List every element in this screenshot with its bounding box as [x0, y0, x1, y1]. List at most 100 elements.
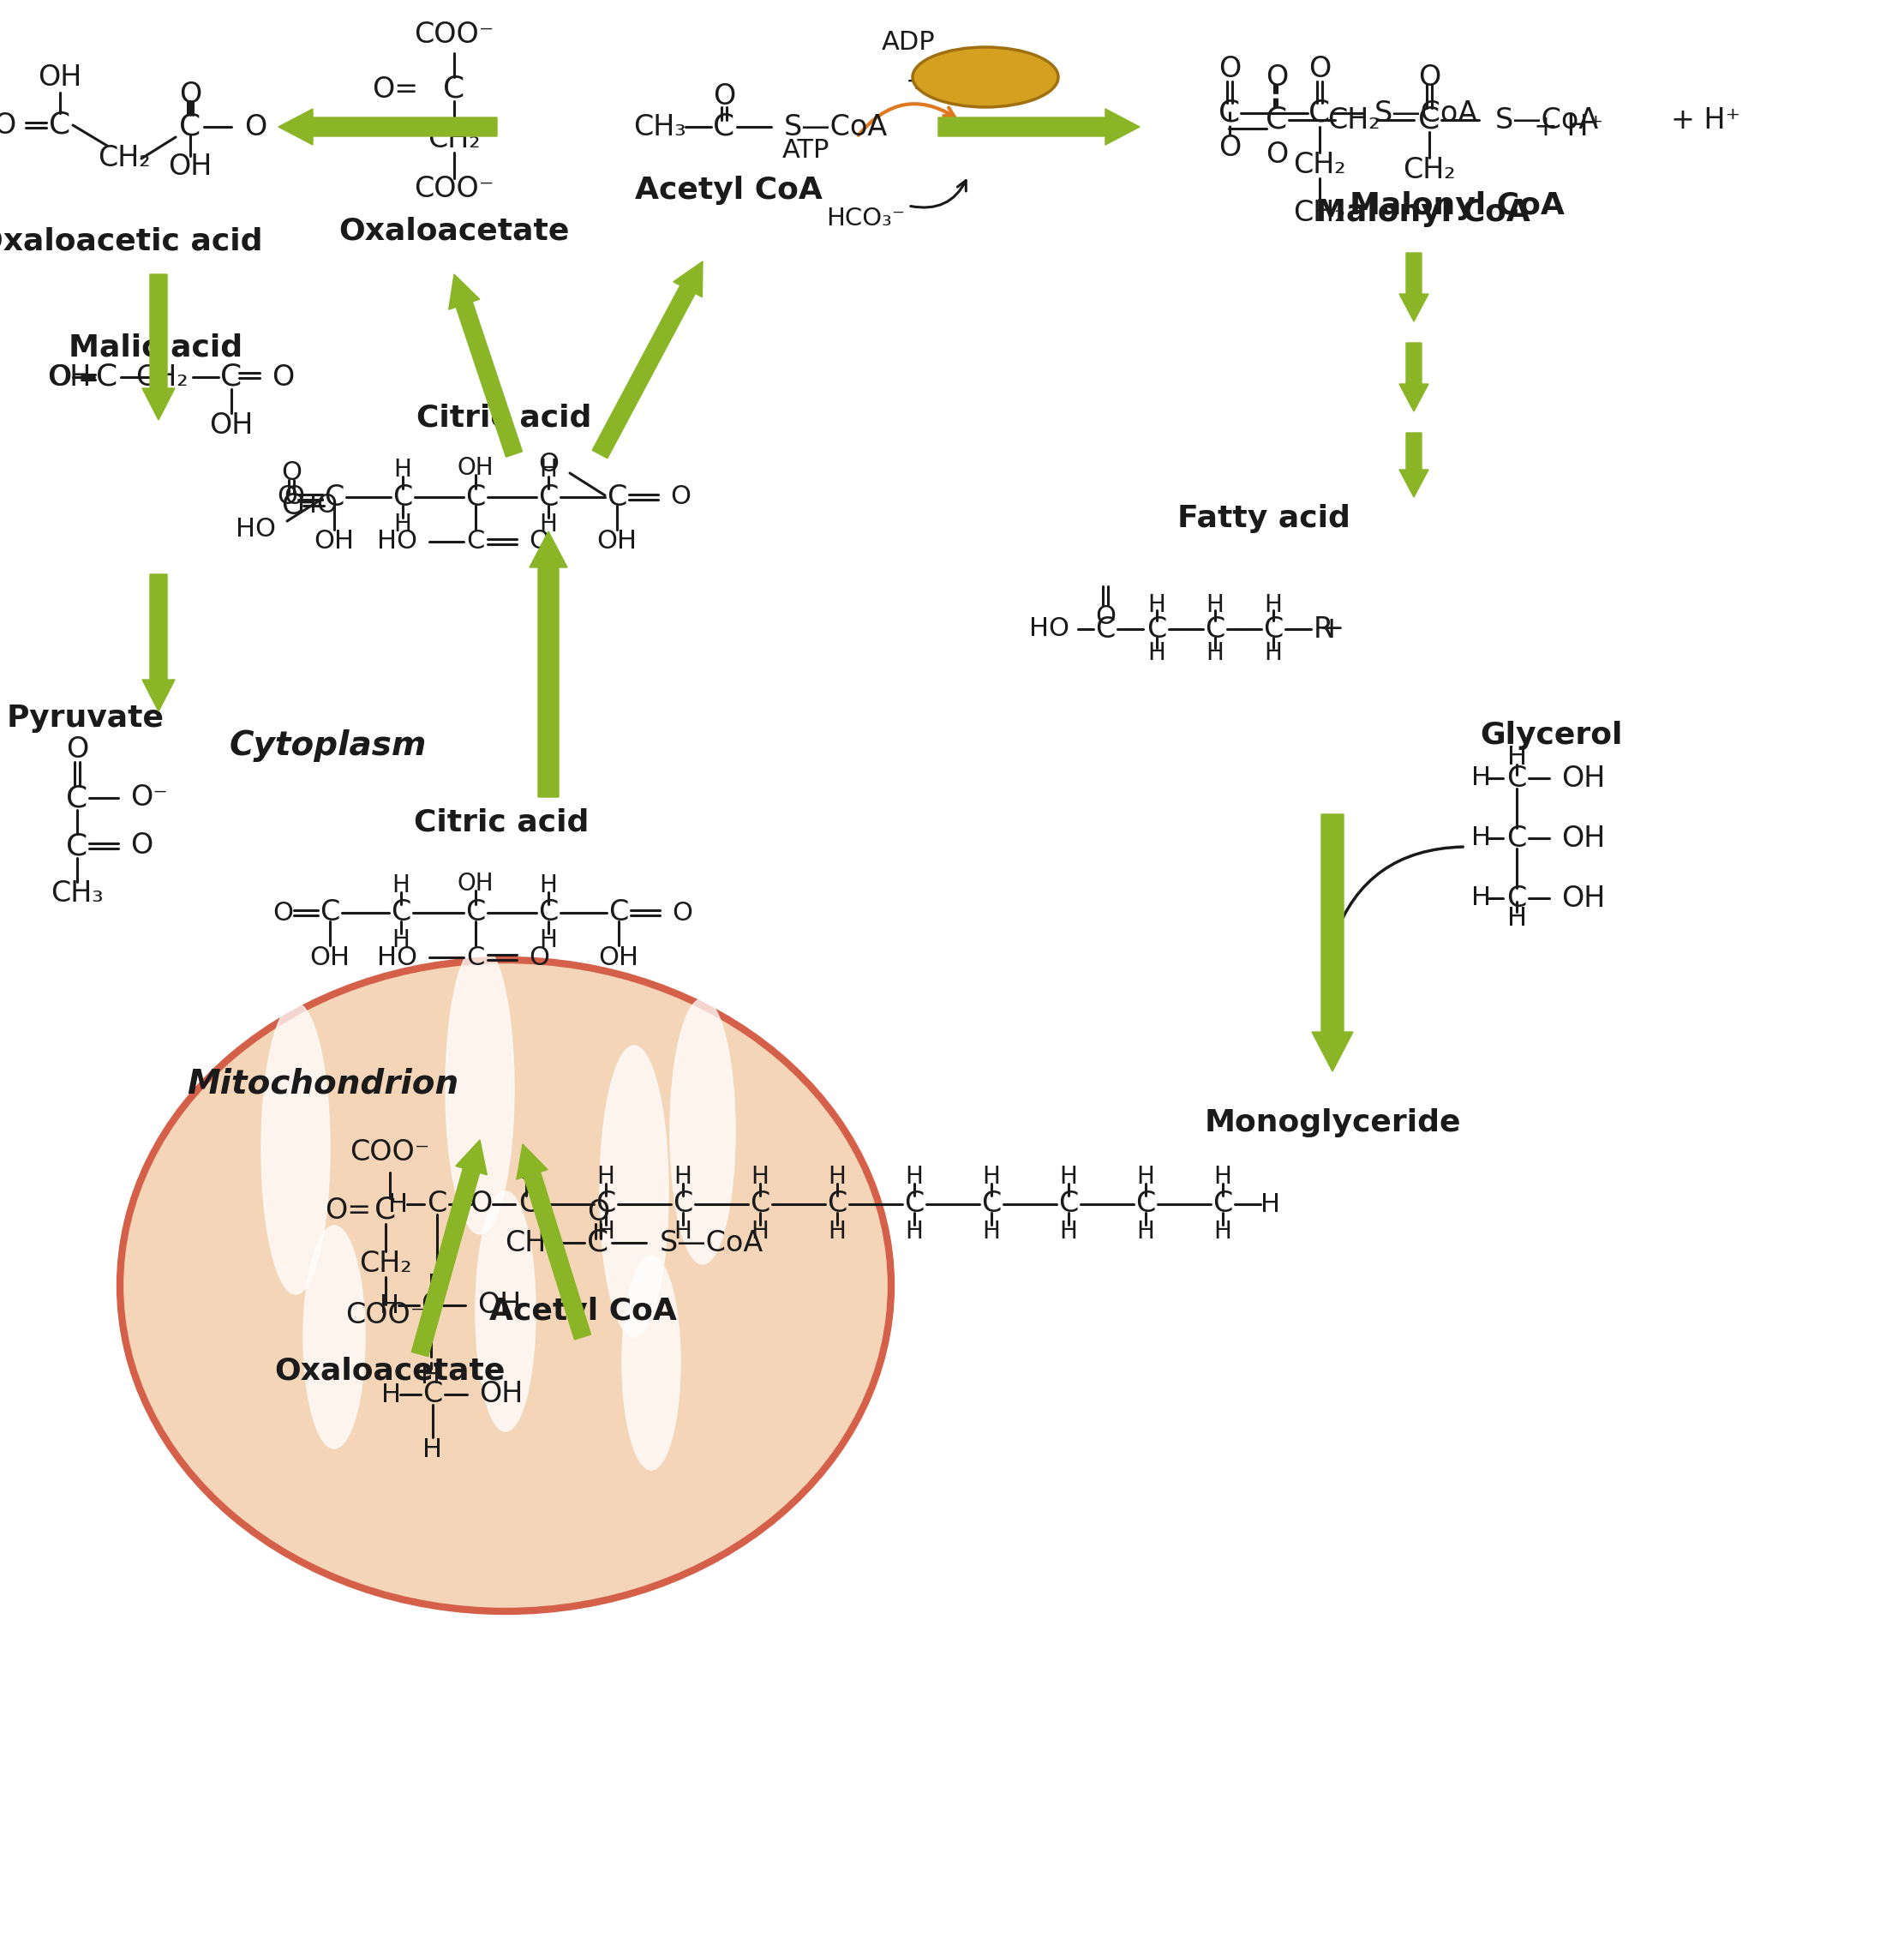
Polygon shape: [529, 530, 567, 797]
Text: OH: OH: [168, 153, 211, 181]
Text: H: H: [906, 1164, 923, 1189]
Text: H: H: [596, 1220, 615, 1244]
Text: CH₂: CH₂: [1293, 150, 1346, 179]
Text: COO⁻: COO⁻: [415, 19, 495, 49]
Text: O: O: [518, 1160, 541, 1187]
Text: O: O: [529, 528, 548, 554]
Text: O: O: [672, 900, 693, 925]
Text: H: H: [828, 1164, 845, 1189]
Ellipse shape: [120, 960, 891, 1611]
Text: H: H: [392, 929, 409, 952]
Text: Citric acid: Citric acid: [417, 404, 592, 433]
Text: C: C: [282, 492, 301, 521]
Text: C: C: [596, 1189, 615, 1218]
Ellipse shape: [446, 942, 514, 1234]
Text: H: H: [1472, 826, 1491, 851]
Text: O: O: [272, 900, 293, 925]
Text: O: O: [712, 82, 735, 111]
Text: CH₂: CH₂: [428, 124, 480, 153]
Text: C: C: [390, 900, 411, 927]
Text: H: H: [1061, 1164, 1078, 1189]
Text: S—CoA: S—CoA: [1495, 105, 1599, 134]
Polygon shape: [143, 575, 175, 711]
Text: H: H: [750, 1220, 769, 1244]
Text: OH: OH: [48, 363, 91, 391]
Text: H: H: [539, 872, 558, 898]
Text: H: H: [1215, 1164, 1232, 1189]
Text: C: C: [518, 1189, 539, 1218]
Ellipse shape: [670, 999, 735, 1265]
Text: C: C: [50, 111, 70, 140]
Polygon shape: [1399, 433, 1428, 497]
Text: H: H: [381, 1381, 402, 1407]
Ellipse shape: [303, 1226, 366, 1448]
Text: OH: OH: [1561, 824, 1605, 853]
Text: CH₃: CH₃: [51, 880, 103, 907]
Text: H: H: [539, 459, 558, 482]
Polygon shape: [411, 1141, 487, 1356]
Text: O: O: [276, 484, 297, 509]
Text: CH₂: CH₂: [1403, 155, 1457, 185]
Text: ATP: ATP: [783, 138, 830, 163]
Text: O: O: [1308, 54, 1331, 84]
Text: H: H: [674, 1164, 691, 1189]
Text: H: H: [1215, 1220, 1232, 1244]
Text: O: O: [1219, 54, 1241, 84]
Text: C: C: [423, 1380, 444, 1409]
Text: C: C: [1506, 764, 1527, 793]
Text: H: H: [674, 1220, 691, 1244]
Text: O=: O=: [326, 1197, 371, 1224]
Text: C: C: [67, 783, 88, 812]
Text: H: H: [1148, 641, 1165, 665]
Text: C: C: [609, 900, 628, 927]
Text: R: R: [1314, 614, 1333, 643]
Polygon shape: [449, 274, 522, 457]
Text: O: O: [470, 1189, 491, 1218]
Text: CH₂: CH₂: [1327, 105, 1380, 134]
Text: ADP: ADP: [882, 31, 935, 54]
Text: C: C: [607, 484, 626, 511]
Text: H: H: [539, 513, 558, 536]
Text: O: O: [539, 453, 558, 476]
Text: OH: OH: [38, 62, 82, 91]
Text: COO⁻: COO⁻: [415, 175, 495, 202]
Text: C: C: [324, 484, 345, 511]
Text: O=: O=: [371, 76, 419, 103]
Text: C: C: [426, 1189, 447, 1218]
Polygon shape: [1312, 814, 1354, 1071]
Text: Acetyl CoA: Acetyl CoA: [634, 175, 823, 204]
Text: C: C: [179, 113, 202, 142]
Text: C: C: [1205, 614, 1224, 643]
Text: OH: OH: [1561, 884, 1605, 913]
Text: H: H: [828, 1220, 845, 1244]
Text: C: C: [1266, 105, 1287, 134]
Polygon shape: [143, 274, 175, 420]
Text: Malic acid: Malic acid: [69, 332, 242, 361]
Text: C: C: [1219, 99, 1240, 128]
Text: O: O: [670, 484, 691, 509]
Text: O: O: [529, 944, 548, 970]
Text: C: C: [904, 1189, 923, 1218]
Polygon shape: [278, 109, 497, 146]
Text: O: O: [67, 736, 88, 764]
Text: OH: OH: [480, 1380, 524, 1409]
Text: HO: HO: [377, 528, 417, 554]
Text: C: C: [320, 900, 339, 927]
Text: O: O: [1095, 604, 1116, 630]
Text: OH: OH: [596, 528, 638, 554]
Text: Oxaloacetate: Oxaloacetate: [339, 218, 569, 247]
Text: O: O: [1418, 62, 1441, 91]
Text: H: H: [394, 513, 411, 536]
Text: Pyruvate: Pyruvate: [8, 703, 164, 733]
Text: C: C: [1506, 884, 1527, 913]
Text: C: C: [826, 1189, 847, 1218]
Text: C: C: [67, 832, 88, 861]
Text: H: H: [539, 929, 558, 952]
Text: C: C: [375, 1195, 396, 1224]
Text: O: O: [1266, 62, 1287, 91]
Text: H: H: [1137, 1164, 1154, 1189]
Text: C: C: [421, 1292, 442, 1319]
Text: C: C: [392, 484, 413, 511]
Text: C: C: [750, 1189, 769, 1218]
Polygon shape: [592, 262, 703, 459]
